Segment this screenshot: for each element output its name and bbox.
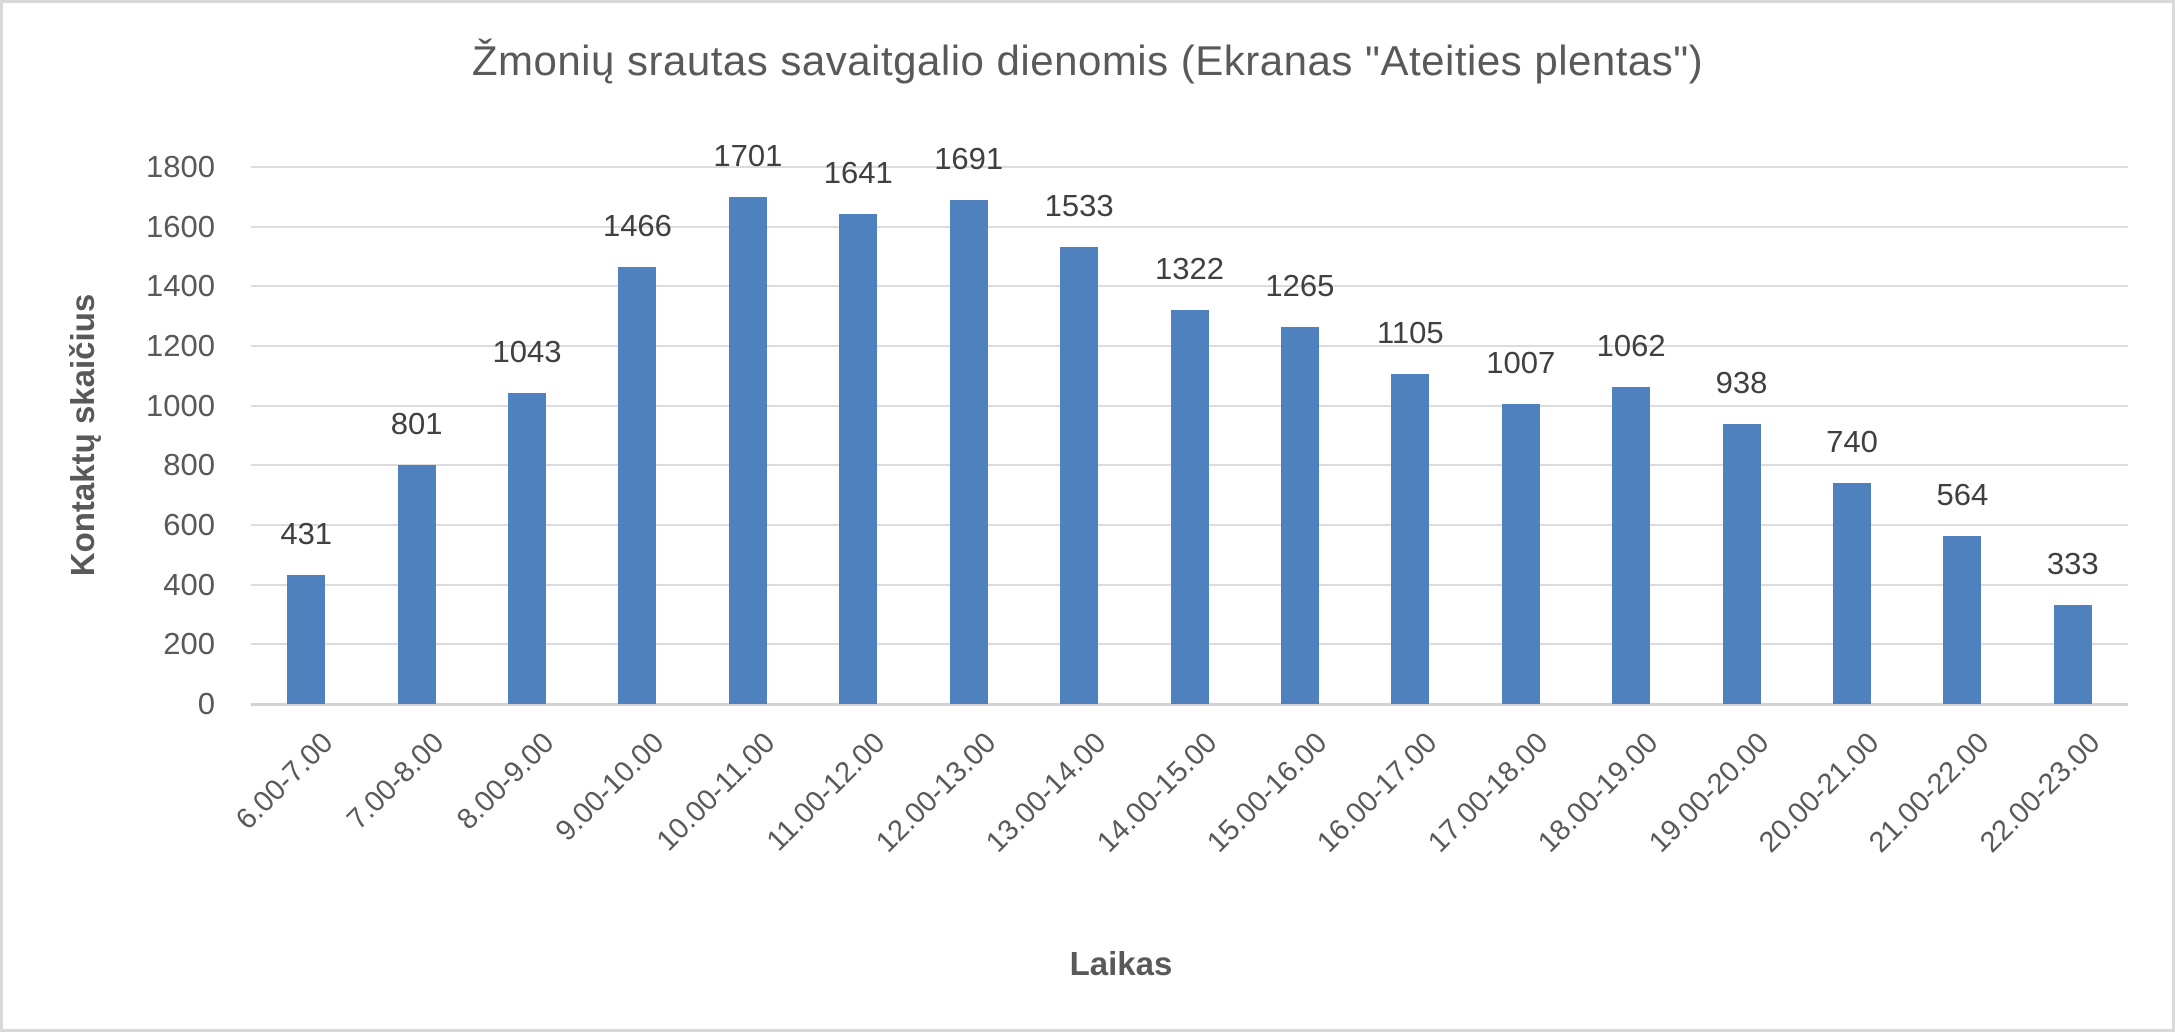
bar-value-label: 1062 <box>1596 328 1666 364</box>
bar-value-label: 431 <box>280 516 333 552</box>
bar-value-label: 1691 <box>934 140 1004 176</box>
bar <box>949 199 988 704</box>
y-tick-label: 600 <box>163 507 215 542</box>
y-tick-label: 1800 <box>146 149 215 184</box>
bar <box>1832 483 1871 704</box>
y-tick-label: 800 <box>163 447 215 483</box>
bar <box>287 575 326 704</box>
bar <box>1722 424 1761 704</box>
gridline <box>251 225 2128 228</box>
x-tick-label: 6.00-7.00 <box>230 726 340 836</box>
bar <box>728 196 767 704</box>
bar <box>1943 535 1982 704</box>
x-tick-label: 21.00-22.00 <box>1863 726 1996 859</box>
x-tick-label: 22.00-23.00 <box>1974 726 2107 859</box>
x-tick-label: 15.00-16.00 <box>1201 726 1334 859</box>
gridline <box>251 166 2128 168</box>
bar-value-label: 1105 <box>1376 315 1444 351</box>
bar-value-label: 564 <box>1936 476 1989 512</box>
bar-value-label: 1043 <box>492 333 562 369</box>
bar-value-label: 801 <box>390 406 443 442</box>
x-axis-baseline <box>251 703 2128 706</box>
bar <box>618 266 657 704</box>
y-tick-label: 1200 <box>146 328 215 363</box>
x-tick-label: 7.00-8.00 <box>340 726 450 836</box>
bar <box>1391 374 1430 704</box>
x-tick-label: 8.00-9.00 <box>451 726 561 836</box>
bar-value-label: 1533 <box>1044 187 1114 223</box>
y-tick-label: 1000 <box>146 387 215 423</box>
bar-value-label: 1466 <box>602 207 672 243</box>
bar <box>1060 246 1099 704</box>
x-tick-label: 16.00-17.00 <box>1311 726 1444 859</box>
bar <box>1501 403 1540 704</box>
x-tick-label: 20.00-21.00 <box>1753 726 1886 859</box>
y-tick-label: 0 <box>197 686 215 721</box>
bar <box>839 214 878 704</box>
bar-value-label: 740 <box>1826 424 1878 460</box>
y-tick-label: 400 <box>163 566 215 602</box>
bar <box>397 465 436 704</box>
x-axis-title: Laikas <box>1069 945 1173 982</box>
bar-value-label: 1641 <box>823 155 893 191</box>
gridline <box>251 285 2128 288</box>
x-tick-label: 12.00-13.00 <box>869 726 1003 859</box>
bar-value-label: 1701 <box>713 137 783 173</box>
x-tick-label: 13.00-14.00 <box>980 726 1113 859</box>
bar <box>1612 387 1651 704</box>
x-tick-label: 18.00-19.00 <box>1532 726 1665 859</box>
bar <box>508 392 547 704</box>
bar <box>1170 309 1209 704</box>
chart-title: Žmonių srautas savaitgalio dienomis (Ekr… <box>471 37 1704 84</box>
y-tick-label: 1400 <box>146 268 215 304</box>
bar-value-label: 1007 <box>1486 344 1556 380</box>
y-tick-label: 1600 <box>146 208 215 244</box>
x-tick-label: 9.00-10.00 <box>550 726 671 848</box>
x-tick-label: 10.00-11.00 <box>650 726 782 858</box>
bar-value-label: 938 <box>1715 365 1768 401</box>
x-tick-label: 19.00-20.00 <box>1642 726 1775 859</box>
bar <box>1280 326 1319 704</box>
y-tick-label: 200 <box>163 626 215 662</box>
bar-value-label: 1322 <box>1155 250 1224 286</box>
x-tick-label: 14.00-15.00 <box>1090 726 1223 859</box>
bar <box>2053 604 2092 704</box>
bar-value-label: 1265 <box>1265 267 1335 303</box>
x-tick-label: 17.00-18.00 <box>1421 726 1555 859</box>
x-tick-label: 11.00-12.00 <box>761 726 892 858</box>
bar-value-label: 333 <box>2046 545 2099 581</box>
plot-area <box>251 166 2128 706</box>
